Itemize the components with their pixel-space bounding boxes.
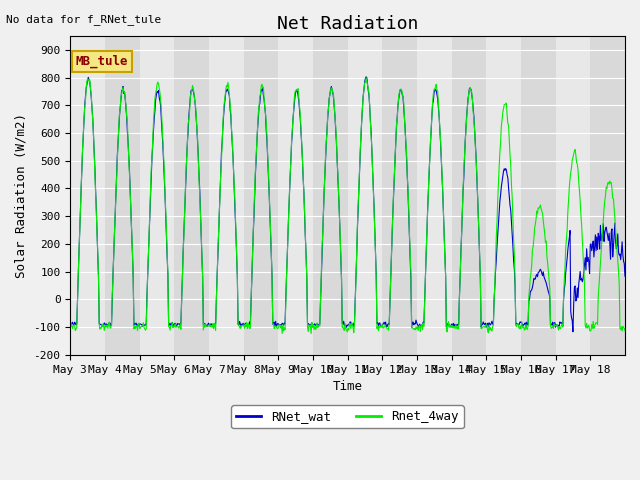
Line: Rnet_4way: Rnet_4way [70,78,625,334]
Rnet_4way [307,331,315,336]
Legend: RNet_wat, Rnet_4way: RNet_wat, Rnet_4way [232,405,464,428]
X-axis label: Time: Time [333,380,363,393]
Rnet_4way [438,154,445,160]
Bar [105,36,140,355]
RNet_wat [261,104,269,109]
Rnet_4way [362,75,370,81]
Bar [452,36,486,355]
Bar [244,36,278,355]
Bar [382,36,417,355]
Rnet_4way [132,325,140,331]
RNet_wat [569,329,577,335]
Rnet_4way [406,252,414,257]
Rnet_4way [261,105,269,110]
Line: RNet_wat: RNet_wat [70,77,625,332]
Bar [521,36,556,355]
RNet_wat [67,321,74,326]
Bar [590,36,625,355]
Rnet_4way [67,325,74,331]
Text: MB_tule: MB_tule [76,55,129,68]
RNet_wat [406,232,413,238]
RNet_wat [436,140,444,146]
Rnet_4way [234,273,241,278]
RNet_wat [282,295,290,301]
Bar [174,36,209,355]
Rnet_4way [621,328,629,334]
Text: No data for f_RNet_tule: No data for f_RNet_tule [6,14,162,25]
Y-axis label: Solar Radiation (W/m2): Solar Radiation (W/m2) [15,113,28,278]
RNet_wat [234,274,241,280]
RNet_wat [362,74,370,80]
Bar [313,36,348,355]
RNet_wat [132,321,140,327]
RNet_wat [621,274,629,279]
Title: Net Radiation: Net Radiation [277,15,419,33]
Rnet_4way [282,300,290,305]
